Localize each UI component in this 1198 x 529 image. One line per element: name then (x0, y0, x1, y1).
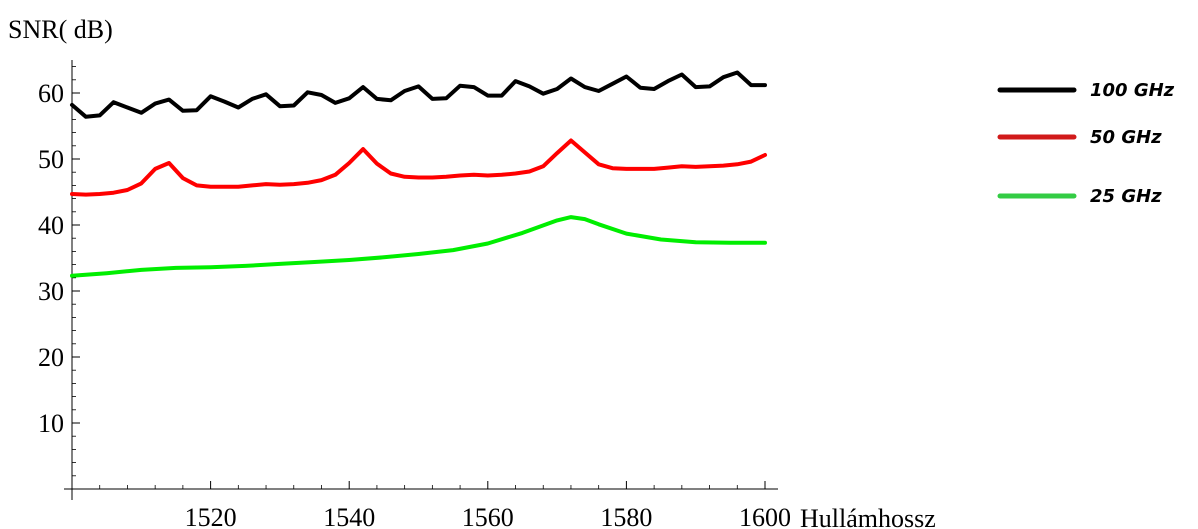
y-tick-label: 60 (38, 79, 64, 108)
x-tick-label: 1520 (185, 503, 237, 529)
x-tick-label: 1600 (739, 503, 791, 529)
legend-label: 50 GHz (1090, 127, 1162, 148)
series-line-100-ghz (70, 70, 767, 119)
series-line-25-ghz (70, 215, 767, 278)
axes: 10 20 30 40 50 60 1520 1540 1560 1580 1600 (38, 60, 791, 529)
y-tick-label: 10 (38, 409, 64, 438)
y-tick-label: 20 (38, 343, 64, 372)
y-tick-label: 50 (38, 145, 64, 174)
x-tick-label: 1580 (600, 503, 652, 529)
y-axis-label: SNR( dB) (8, 15, 113, 44)
x-tick-label: 1540 (323, 503, 375, 529)
legend-label: 100 GHz (1090, 80, 1175, 101)
x-axis-label: Hullámhossz (800, 504, 936, 529)
series-line-50-ghz (70, 138, 767, 197)
series-layer (70, 70, 767, 278)
legend-label: 25 GHz (1090, 186, 1162, 207)
legend: 100 GHz 50 GHz 25 GHz (997, 80, 1175, 207)
y-tick-label: 30 (38, 277, 64, 306)
y-tick-label: 40 (38, 211, 64, 240)
x-tick-label: 1560 (462, 503, 514, 529)
